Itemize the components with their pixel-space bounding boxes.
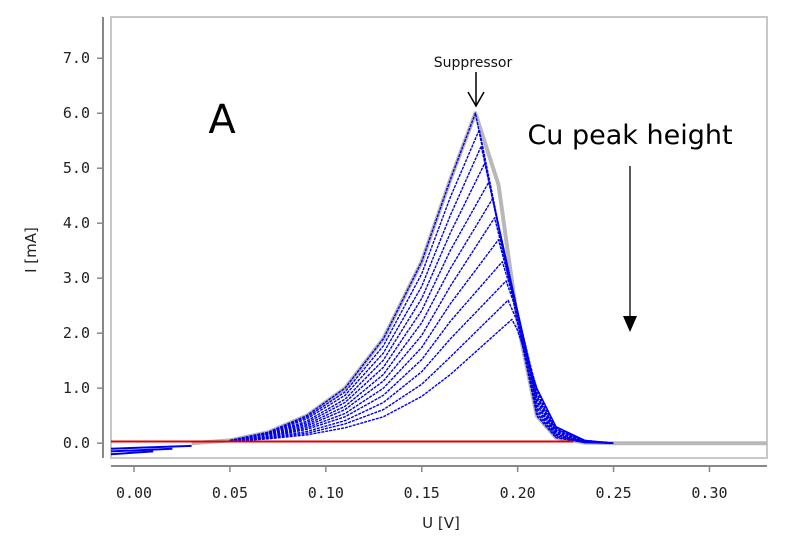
down-arrow-icon (623, 166, 637, 332)
y-tick-label: 7.0 (63, 49, 90, 67)
y-tick-label: 5.0 (63, 159, 90, 177)
x-tick-label: 0.20 (500, 484, 536, 502)
x-ticks: 0.00 0.05 0.10 0.15 0.20 0.25 0.30 (116, 466, 728, 502)
y-tick-label: 0.0 (63, 434, 90, 452)
y-tick-label: 6.0 (63, 104, 90, 122)
current-curve (229, 128, 614, 444)
cu-peak-height-label: Cu peak height (527, 120, 732, 151)
current-curve (229, 299, 614, 444)
y-tick-label: 3.0 (63, 269, 90, 287)
offset-segment (110, 444, 192, 450)
plot-frame (110, 16, 768, 459)
y-tick-label: 4.0 (63, 214, 90, 232)
x-tick-label: 0.05 (212, 484, 248, 502)
x-axis-label: U [V] (422, 514, 460, 532)
x-tick-label: 0.10 (308, 484, 344, 502)
y-axis-label: I [mA] (22, 227, 40, 273)
offset-segment (110, 450, 154, 456)
y-ticks: 0.0 1.0 2.0 3.0 4.0 5.0 6.0 7.0 (63, 49, 103, 452)
y-tick-label: 2.0 (63, 324, 90, 342)
panel-label: A (208, 97, 236, 143)
x-tick-label: 0.15 (404, 484, 440, 502)
current-curve (229, 181, 614, 444)
x-tick-label: 0.00 (116, 484, 152, 502)
x-tick-label: 0.25 (595, 484, 631, 502)
suppressor-arrow-icon (467, 72, 485, 108)
current-curve (229, 112, 614, 444)
x-tick-label: 0.30 (691, 484, 727, 502)
suppressor-label: Suppressor (434, 55, 513, 71)
y-tick-label: 1.0 (63, 379, 90, 397)
plot-area (110, 111, 767, 456)
offset-segment (110, 447, 173, 453)
current-curve (229, 318, 614, 444)
